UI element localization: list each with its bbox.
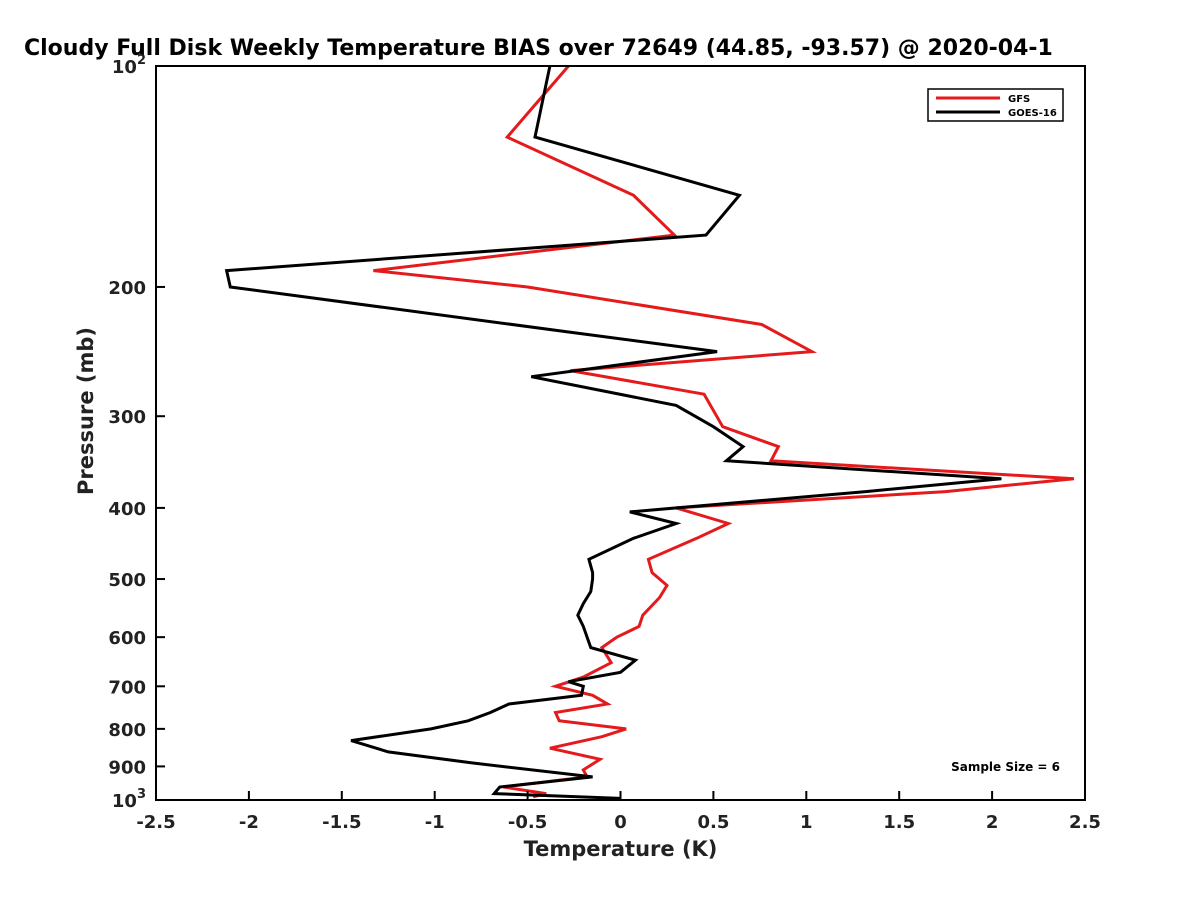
- x-tick-label: -0.5: [508, 812, 547, 833]
- x-tick-label: -2: [239, 812, 259, 833]
- y-tick-label: 900: [108, 757, 146, 778]
- y-tick-label: 400: [108, 499, 146, 520]
- y-tick-label: 500: [108, 570, 146, 591]
- y-tick-label: 600: [108, 628, 146, 649]
- plot-frame: [155, 65, 1086, 801]
- y-tick-label: 800: [108, 720, 146, 741]
- x-tick-label: 1.5: [883, 812, 915, 833]
- y-tick-label: 102: [112, 53, 146, 78]
- y-axis: 102 200 300 400 500 600 700 800 900 103: [108, 53, 165, 812]
- x-tick-label: -1.5: [322, 812, 361, 833]
- x-tick-label: -2.5: [136, 812, 175, 833]
- x-tick-label: -1: [425, 812, 445, 833]
- y-tick-label: 200: [108, 278, 146, 299]
- series-line-gfs: [373, 65, 1075, 799]
- x-axis: -2.5 -2 -1.5 -1 -0.5 0 0.5 1 1.5 2 2.5: [136, 791, 1101, 833]
- series-line-goes-16: [224, 65, 1002, 800]
- x-tick-label: 0: [614, 812, 627, 833]
- x-tick-label: 1: [800, 812, 813, 833]
- y-tick-label: 300: [108, 407, 146, 428]
- chart-title: Cloudy Full Disk Weekly Temperature BIAS…: [24, 36, 1053, 61]
- sample-size-annotation: Sample Size = 6: [951, 760, 1060, 774]
- x-tick-label: 0.5: [697, 812, 729, 833]
- x-tick-label: 2.5: [1069, 812, 1101, 833]
- legend-box: [927, 88, 1064, 122]
- plot-area: [224, 65, 1075, 800]
- x-tick-label: 2: [986, 812, 999, 833]
- legend: GFS GOES-16: [927, 88, 1064, 122]
- y-tick-label: 103: [112, 787, 146, 812]
- y-tick-label: 700: [108, 677, 146, 698]
- legend-label-goes-16: GOES-16: [1008, 108, 1057, 119]
- y-axis-label: Pressure (mb): [74, 327, 98, 495]
- x-axis-label: Temperature (K): [524, 837, 718, 861]
- legend-label-gfs: GFS: [1008, 94, 1030, 105]
